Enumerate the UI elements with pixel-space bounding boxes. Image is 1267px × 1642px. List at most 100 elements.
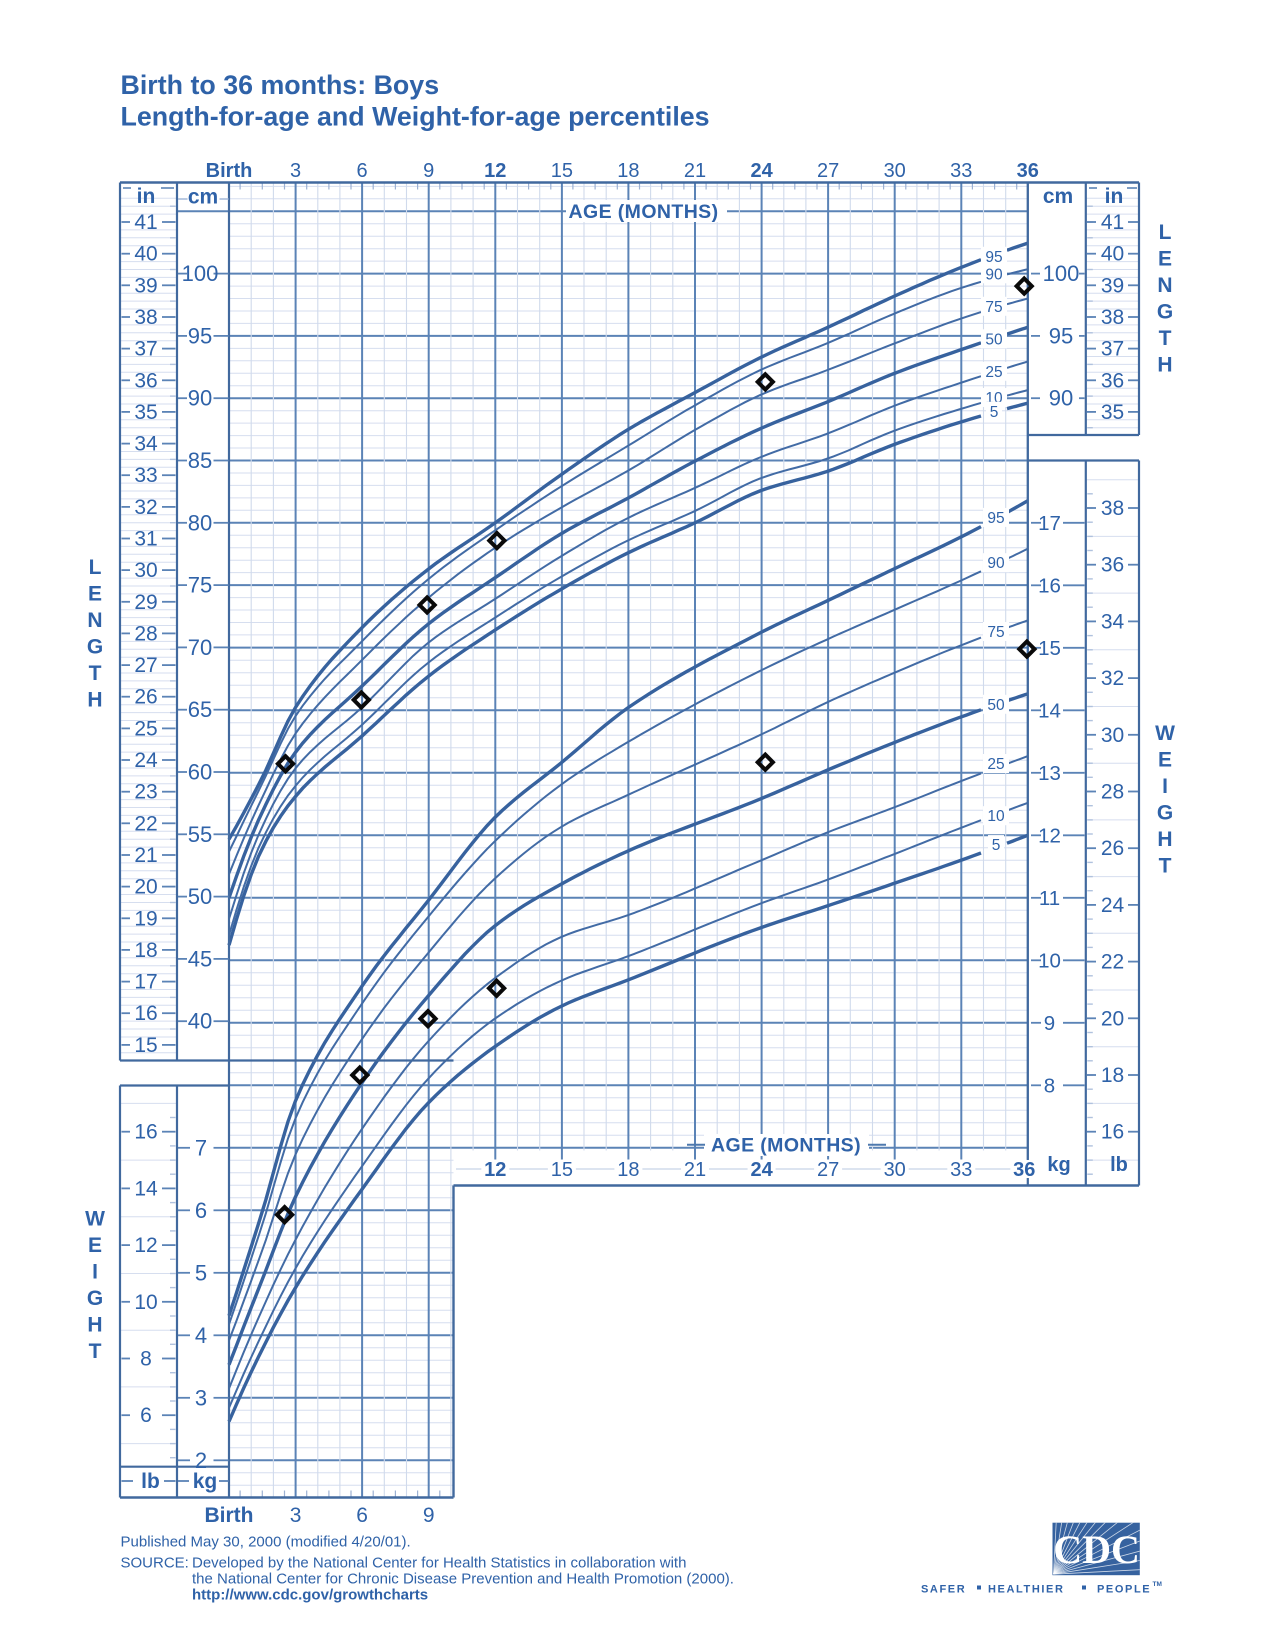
- svg-text:85: 85: [188, 448, 212, 473]
- svg-text:22: 22: [134, 812, 157, 835]
- svg-text:G: G: [87, 636, 103, 659]
- svg-text:14: 14: [1038, 699, 1061, 722]
- svg-text:24: 24: [1101, 894, 1125, 917]
- svg-text:9: 9: [423, 160, 434, 182]
- svg-text:18: 18: [1101, 1064, 1124, 1087]
- svg-text:6: 6: [140, 1404, 152, 1427]
- svg-text:Length-for-age and Weight-for-: Length-for-age and Weight-for-age percen…: [121, 102, 710, 132]
- svg-text:L: L: [1159, 221, 1172, 244]
- svg-text:H: H: [87, 689, 102, 712]
- svg-text:75: 75: [188, 573, 212, 598]
- svg-text:30: 30: [884, 1159, 906, 1181]
- svg-text:9: 9: [1044, 1012, 1055, 1035]
- svg-text:17: 17: [134, 971, 157, 994]
- svg-text:60: 60: [188, 760, 212, 785]
- svg-text:33: 33: [950, 1159, 972, 1181]
- svg-text:HEALTHIER: HEALTHIER: [988, 1584, 1065, 1596]
- svg-text:32: 32: [1101, 667, 1124, 690]
- svg-text:25: 25: [985, 364, 1002, 381]
- svg-text:24: 24: [134, 749, 158, 772]
- svg-text:35: 35: [1101, 401, 1124, 424]
- svg-text:W: W: [1155, 722, 1175, 745]
- svg-text:20: 20: [134, 876, 157, 899]
- svg-text:12: 12: [484, 160, 506, 182]
- svg-text:5: 5: [990, 404, 999, 421]
- svg-text:H: H: [1157, 354, 1172, 377]
- svg-text:G: G: [87, 1287, 103, 1310]
- svg-text:36: 36: [1013, 1159, 1035, 1181]
- svg-text:30: 30: [134, 559, 157, 582]
- svg-text:cm: cm: [188, 186, 218, 209]
- svg-text:26: 26: [1101, 837, 1124, 860]
- svg-text:20: 20: [1101, 1007, 1124, 1030]
- svg-text:25: 25: [987, 756, 1004, 773]
- svg-text:38: 38: [1101, 306, 1124, 329]
- svg-text:19: 19: [134, 907, 157, 930]
- svg-text:37: 37: [134, 338, 157, 361]
- svg-text:T: T: [1159, 855, 1172, 878]
- svg-text:kg: kg: [1047, 1154, 1070, 1176]
- svg-text:3: 3: [290, 1504, 302, 1527]
- svg-text:6: 6: [357, 160, 368, 182]
- svg-text:35: 35: [134, 401, 157, 424]
- svg-text:21: 21: [684, 1159, 706, 1181]
- svg-text:24: 24: [750, 1159, 773, 1181]
- svg-text:55: 55: [188, 822, 212, 847]
- svg-text:40: 40: [188, 1009, 212, 1034]
- svg-text:37: 37: [1101, 338, 1124, 361]
- svg-text:6: 6: [356, 1504, 368, 1527]
- svg-text:W: W: [85, 1208, 105, 1231]
- svg-text:30: 30: [884, 160, 906, 182]
- svg-text:Birth to 36 months: Boys: Birth to 36 months: Boys: [121, 70, 440, 100]
- svg-text:100: 100: [1043, 261, 1080, 286]
- svg-text:kg: kg: [193, 1470, 218, 1493]
- svg-text:36: 36: [1101, 369, 1124, 392]
- svg-text:21: 21: [134, 844, 157, 867]
- svg-text:18: 18: [134, 939, 157, 962]
- svg-text:L: L: [89, 556, 102, 579]
- svg-text:13: 13: [1038, 762, 1061, 785]
- svg-text:17: 17: [1038, 512, 1061, 535]
- svg-text:21: 21: [684, 160, 706, 182]
- svg-text:95: 95: [1049, 323, 1073, 348]
- svg-text:28: 28: [1101, 781, 1124, 804]
- svg-text:45: 45: [188, 946, 212, 971]
- svg-text:12: 12: [134, 1234, 157, 1257]
- svg-text:G: G: [1157, 301, 1173, 324]
- svg-text:90: 90: [987, 555, 1005, 572]
- svg-text:11: 11: [1039, 887, 1060, 910]
- svg-text:80: 80: [188, 510, 212, 535]
- svg-text:10: 10: [1038, 949, 1061, 972]
- svg-text:26: 26: [134, 686, 157, 709]
- svg-text:10: 10: [134, 1291, 157, 1314]
- svg-text:9: 9: [423, 1504, 435, 1527]
- svg-text:the National Center for Chroni: the National Center for Chronic Disease …: [192, 1571, 734, 1588]
- svg-text:16: 16: [1101, 1121, 1124, 1144]
- svg-text:90: 90: [985, 266, 1003, 283]
- svg-text:36: 36: [1101, 554, 1124, 577]
- svg-text:SOURCE:: SOURCE:: [121, 1555, 189, 1572]
- svg-text:14: 14: [134, 1177, 158, 1200]
- svg-text:27: 27: [817, 160, 839, 182]
- svg-text:41: 41: [1101, 211, 1124, 234]
- svg-text:lb: lb: [1110, 1154, 1128, 1176]
- svg-text:33: 33: [134, 464, 157, 487]
- svg-text:70: 70: [188, 635, 212, 660]
- svg-text:31: 31: [134, 528, 157, 551]
- svg-text:34: 34: [134, 433, 158, 456]
- svg-text:5: 5: [992, 837, 1001, 854]
- svg-text:23: 23: [134, 781, 157, 804]
- svg-text:16: 16: [134, 1121, 157, 1144]
- svg-text:AGE (MONTHS): AGE (MONTHS): [711, 1135, 861, 1157]
- svg-text:N: N: [87, 609, 102, 632]
- svg-text:4: 4: [195, 1323, 207, 1348]
- svg-text:Birth: Birth: [205, 1504, 254, 1527]
- svg-text:T: T: [89, 1340, 102, 1363]
- svg-text:in: in: [1105, 185, 1124, 208]
- svg-text:in: in: [137, 185, 156, 208]
- svg-text:16: 16: [1038, 574, 1061, 597]
- svg-text:33: 33: [950, 160, 972, 182]
- svg-text:41: 41: [134, 211, 157, 234]
- svg-text:N: N: [1157, 274, 1172, 297]
- svg-text:I: I: [92, 1261, 98, 1284]
